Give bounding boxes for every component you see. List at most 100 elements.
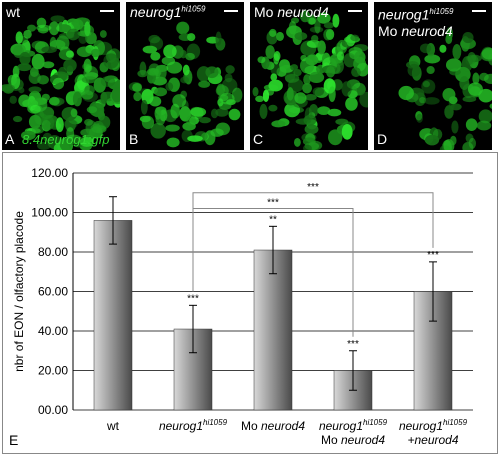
x-category-label-line2: Mo neurod4 <box>321 433 385 447</box>
gfp-cell <box>165 125 180 132</box>
gfp-cell <box>344 53 357 67</box>
y-tick-label: 80.00 <box>38 245 68 259</box>
gfp-cell <box>53 78 64 90</box>
gfp-cell <box>49 97 60 106</box>
gfp-cell <box>30 105 41 114</box>
gfp-cell <box>29 115 42 129</box>
gfp-cell <box>425 135 439 146</box>
gfp-cell <box>439 45 446 53</box>
gfp-cell <box>154 87 167 96</box>
gfp-cell <box>42 94 50 101</box>
gfp-cell <box>424 97 440 104</box>
gfp-cell <box>84 21 90 36</box>
gfp-cell <box>101 76 115 87</box>
gfp-cell <box>303 74 310 85</box>
panel-a: wt A 8.4neurog1:gfp <box>2 2 120 150</box>
gfp-cell <box>342 81 352 96</box>
gfp-cell <box>259 104 267 119</box>
gfp-cell <box>311 35 318 42</box>
significance-label: *** <box>187 293 199 304</box>
gfp-cell <box>56 117 64 132</box>
gfp-cell <box>180 33 188 40</box>
panel-b-image <box>126 2 244 150</box>
gfp-cell <box>426 66 434 74</box>
significance-label: ** <box>269 214 277 225</box>
panel-b-letter: B <box>129 131 138 147</box>
gfp-cell <box>326 29 334 40</box>
gfp-cell <box>132 83 142 92</box>
gfp-cell <box>463 96 477 102</box>
gfp-cell <box>225 73 233 82</box>
gfp-cell <box>313 87 324 96</box>
panel-d-letter: D <box>377 131 387 147</box>
panel-c-letter: C <box>253 131 263 147</box>
gfp-cell <box>67 29 80 41</box>
gfp-cell <box>268 105 277 112</box>
x-category-label: neurog1hi1059 <box>399 418 468 433</box>
x-category-label: neurog1hi1059 <box>159 418 228 433</box>
gfp-cell <box>479 73 489 81</box>
gfp-cell <box>271 120 285 127</box>
y-axis-label: nbr of EON / olfactory placode <box>12 211 26 372</box>
panel-c-image <box>250 2 368 150</box>
gfp-cell <box>289 21 297 34</box>
gfp-cell <box>83 59 91 73</box>
panel-a-letter: A <box>5 131 14 147</box>
gfp-cell <box>211 109 218 119</box>
significance-bracket <box>193 193 433 292</box>
reporter-label: 8.4neurog1:gfp <box>22 132 109 147</box>
scale-bar <box>472 10 486 12</box>
gfp-cell <box>351 67 361 77</box>
panel-e-letter: E <box>9 432 18 448</box>
gfp-cell <box>187 135 203 141</box>
panel-b: neurog1hi1059 B <box>126 2 244 150</box>
scale-bar <box>348 10 362 12</box>
gfp-cell <box>446 58 462 71</box>
y-tick-label: 00.00 <box>38 403 68 417</box>
gfp-cell <box>142 116 154 129</box>
gfp-cell <box>198 81 210 88</box>
gfp-cell <box>452 44 461 60</box>
gfp-cell <box>163 45 176 59</box>
gfp-cell <box>253 87 259 96</box>
gfp-cell <box>268 80 282 92</box>
gfp-cell <box>332 14 339 28</box>
gfp-cell <box>186 116 196 126</box>
gfp-cell <box>100 92 107 104</box>
gfp-cell <box>220 93 235 105</box>
gfp-cell <box>285 74 299 83</box>
gfp-cell <box>305 107 313 122</box>
gfp-cell <box>82 76 97 83</box>
gfp-cell <box>263 90 269 102</box>
gfp-cell <box>459 76 469 90</box>
gfp-cell <box>167 62 183 74</box>
gfp-cell <box>199 117 211 123</box>
gfp-cell <box>87 106 97 113</box>
gfp-cell <box>326 66 335 78</box>
gfp-cell <box>167 137 180 147</box>
gfp-cell <box>29 72 41 84</box>
gfp-cell <box>180 50 187 58</box>
gfp-cell <box>10 96 17 104</box>
gfp-cell <box>143 46 157 54</box>
gfp-cell <box>450 136 456 145</box>
gfp-cell <box>23 30 31 39</box>
gfp-cell <box>147 68 159 76</box>
gfp-cell <box>19 52 30 65</box>
gfp-cell <box>449 96 458 104</box>
gfp-cell <box>345 97 358 111</box>
gfp-cell <box>305 124 319 134</box>
gfp-cell <box>190 107 206 116</box>
gfp-cell <box>462 32 473 43</box>
gfp-cell <box>273 53 279 64</box>
gfp-cell <box>225 65 234 74</box>
gfp-cell <box>172 94 186 107</box>
gfp-cell <box>276 32 284 41</box>
gfp-cell <box>354 51 365 64</box>
y-tick-label: 40.00 <box>38 324 68 338</box>
gfp-cell <box>294 92 306 104</box>
gfp-cell <box>408 64 421 77</box>
y-tick-label: 100.00 <box>31 206 68 220</box>
gfp-cell <box>103 53 118 68</box>
